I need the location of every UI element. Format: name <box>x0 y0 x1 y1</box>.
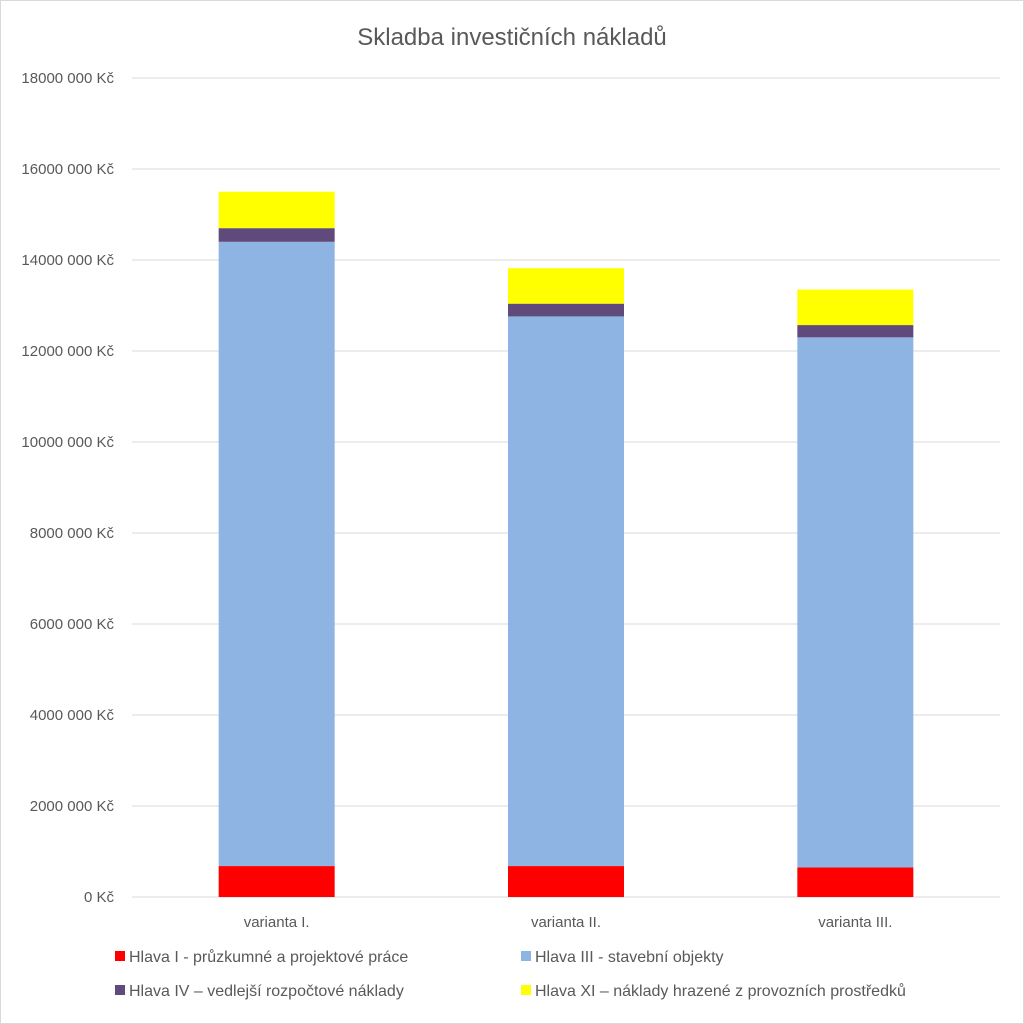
legend: Hlava I - průzkumné a projektové práce Hl… <box>115 948 906 1000</box>
y-tick-label: 12000 000 Kč <box>21 343 114 360</box>
bar-segment <box>218 228 335 242</box>
x-category-label: varianta III. <box>818 914 892 931</box>
bar-segment <box>797 867 914 897</box>
legend-swatch <box>521 985 531 995</box>
y-tick-label: 16000 000 Kč <box>21 161 114 178</box>
y-tick-label: 14000 000 Kč <box>21 252 114 269</box>
y-axis-tick-labels: 0 Kč 2000 000 Kč 4000 000 Kč 6000 000 Kč 800… <box>21 70 114 906</box>
bars <box>218 191 914 897</box>
x-category-label: varianta II. <box>531 914 601 931</box>
legend-swatch <box>115 985 125 995</box>
bar-segment <box>508 316 624 867</box>
legend-label: Hlava I - průzkumné a projektové práce <box>129 948 408 966</box>
x-axis-category-labels: varianta I. varianta II. varianta III. <box>244 914 893 931</box>
bar-segment <box>508 866 624 897</box>
y-tick-label: 8000 000 Kč <box>30 525 115 542</box>
bar-segment <box>797 325 914 338</box>
x-category-label: varianta I. <box>244 914 310 931</box>
y-tick-label: 4000 000 Kč <box>30 707 115 724</box>
y-tick-label: 6000 000 Kč <box>30 616 115 633</box>
legend-label: Hlava XI – náklady hrazené z provozních … <box>535 982 906 1000</box>
chart-title: Skladba investičních nákladů <box>357 24 667 51</box>
legend-label: Hlava IV – vedlejší rozpočtové náklady <box>129 983 404 1000</box>
y-tick-label: 10000 000 Kč <box>21 434 114 451</box>
bar-segment <box>508 268 624 304</box>
legend-swatch <box>521 951 531 961</box>
y-tick-label: 2000 000 Kč <box>30 798 115 815</box>
legend-swatch <box>115 951 125 961</box>
bar-segment <box>508 303 624 317</box>
bar-segment <box>218 866 335 897</box>
y-tick-label: 0 Kč <box>84 889 115 906</box>
bar-segment <box>218 241 335 867</box>
y-tick-label: 18000 000 Kč <box>21 70 114 87</box>
bar-segment <box>797 337 914 868</box>
bar-segment <box>797 289 914 326</box>
bar-segment <box>218 191 335 229</box>
legend-label: Hlava III - stavební objekty <box>535 949 724 966</box>
